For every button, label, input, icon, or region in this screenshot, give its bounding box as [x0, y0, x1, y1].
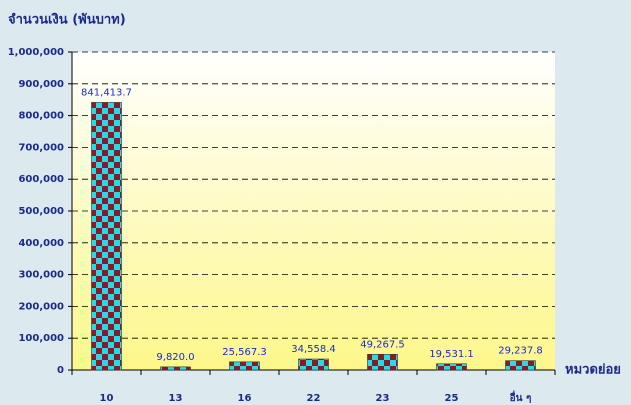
- y-tick-label: 600,000: [18, 174, 64, 185]
- bar: [298, 358, 329, 371]
- x-tick-label: 22: [307, 393, 321, 404]
- y-tick-label: 1,000,000: [8, 47, 64, 58]
- y-axis-title: จำนวนเงิน (พันบาท): [8, 12, 126, 28]
- y-tick-label: 400,000: [18, 238, 64, 249]
- x-tick-label: 10: [100, 393, 114, 404]
- x-tick-label: 23: [376, 393, 390, 404]
- bar: [160, 366, 191, 371]
- bar: [436, 363, 467, 371]
- value-label: 25,567.3: [222, 347, 267, 358]
- x-tick-label: อื่น ๆ: [510, 390, 532, 404]
- bar: [229, 361, 260, 371]
- bar: [505, 360, 536, 371]
- x-tick-label: 13: [169, 393, 183, 404]
- value-label: 49,267.5: [360, 339, 405, 350]
- bar: [367, 354, 398, 371]
- x-tick-label: 25: [445, 393, 459, 404]
- y-tick-label: 900,000: [18, 79, 64, 90]
- value-label: 841,413.7: [81, 87, 132, 98]
- value-label: 19,531.1: [429, 349, 474, 360]
- value-label: 29,237.8: [498, 346, 543, 357]
- value-label: 34,558.4: [291, 344, 336, 355]
- value-label: 9,820.0: [156, 352, 194, 363]
- y-tick-label: 200,000: [18, 301, 64, 312]
- bar: [91, 102, 122, 371]
- x-axis-title: หมวดย่อย: [565, 363, 621, 378]
- y-tick-label: 700,000: [18, 142, 64, 153]
- y-tick-label: 300,000: [18, 270, 64, 281]
- y-tick-label: 0: [57, 365, 64, 376]
- x-tick-label: 16: [238, 393, 252, 404]
- y-tick-label: 800,000: [18, 111, 64, 122]
- y-tick-label: 500,000: [18, 206, 64, 217]
- y-tick-label: 100,000: [18, 333, 64, 344]
